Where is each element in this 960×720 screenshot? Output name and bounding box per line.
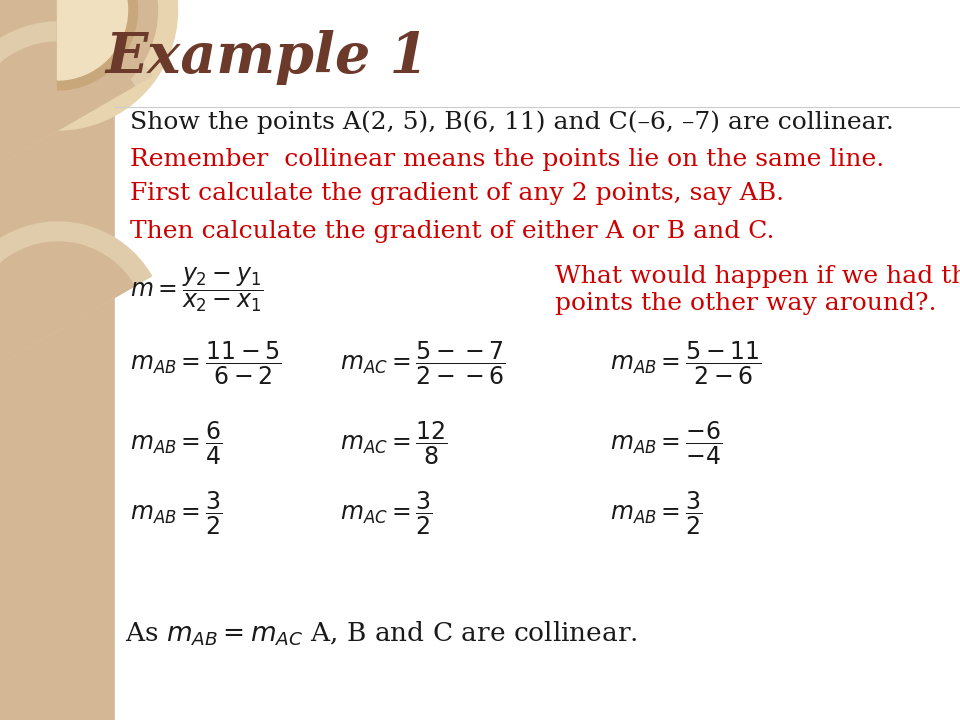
Bar — [0, 0, 115, 720]
Text: $m_{AB}=\dfrac{3}{2}$: $m_{AB}=\dfrac{3}{2}$ — [130, 490, 223, 537]
Wedge shape — [58, 0, 157, 110]
Wedge shape — [0, 242, 134, 374]
Wedge shape — [0, 42, 134, 174]
Text: $m_{AB}=\dfrac{11-5}{6-2}$: $m_{AB}=\dfrac{11-5}{6-2}$ — [130, 340, 281, 387]
Text: First calculate the gradient of any 2 points, say AB.: First calculate the gradient of any 2 po… — [130, 182, 784, 205]
Text: $m_{AB}=\dfrac{3}{2}$: $m_{AB}=\dfrac{3}{2}$ — [610, 490, 703, 537]
Wedge shape — [58, 0, 128, 80]
Text: $m_{AB}=\dfrac{5-11}{2-6}$: $m_{AB}=\dfrac{5-11}{2-6}$ — [610, 340, 761, 387]
Text: $m_{AC}=\dfrac{3}{2}$: $m_{AC}=\dfrac{3}{2}$ — [340, 490, 433, 537]
Wedge shape — [0, 222, 152, 384]
Text: $m_{AC}=\dfrac{5--7}{2--6}$: $m_{AC}=\dfrac{5--7}{2--6}$ — [340, 340, 506, 387]
Text: $m_{AB}=\dfrac{6}{4}$: $m_{AB}=\dfrac{6}{4}$ — [130, 420, 223, 467]
Text: What would happen if we had the
points the other way around?.: What would happen if we had the points t… — [555, 265, 960, 315]
Text: Show the points A(2, 5), B(6, 11) and C(–6, –7) are collinear.: Show the points A(2, 5), B(6, 11) and C(… — [130, 110, 894, 133]
Bar — [115, 0, 960, 720]
Text: As $m_{AB} = m_{AC}$ A, B and C are collinear.: As $m_{AB} = m_{AC}$ A, B and C are coll… — [125, 620, 637, 649]
Text: Then calculate the gradient of either A or B and C.: Then calculate the gradient of either A … — [130, 220, 775, 243]
Text: $m_{AB}=\dfrac{-6}{-4}$: $m_{AB}=\dfrac{-6}{-4}$ — [610, 420, 722, 467]
Text: Example 1: Example 1 — [105, 30, 428, 85]
Wedge shape — [0, 22, 152, 184]
Wedge shape — [58, 0, 178, 130]
Wedge shape — [58, 0, 137, 90]
Text: Remember  collinear means the points lie on the same line.: Remember collinear means the points lie … — [130, 148, 884, 171]
Text: $m{=}\dfrac{y_2-y_1}{x_2-x_1}$: $m{=}\dfrac{y_2-y_1}{x_2-x_1}$ — [130, 265, 263, 314]
Text: $m_{AC}=\dfrac{12}{8}$: $m_{AC}=\dfrac{12}{8}$ — [340, 420, 447, 467]
